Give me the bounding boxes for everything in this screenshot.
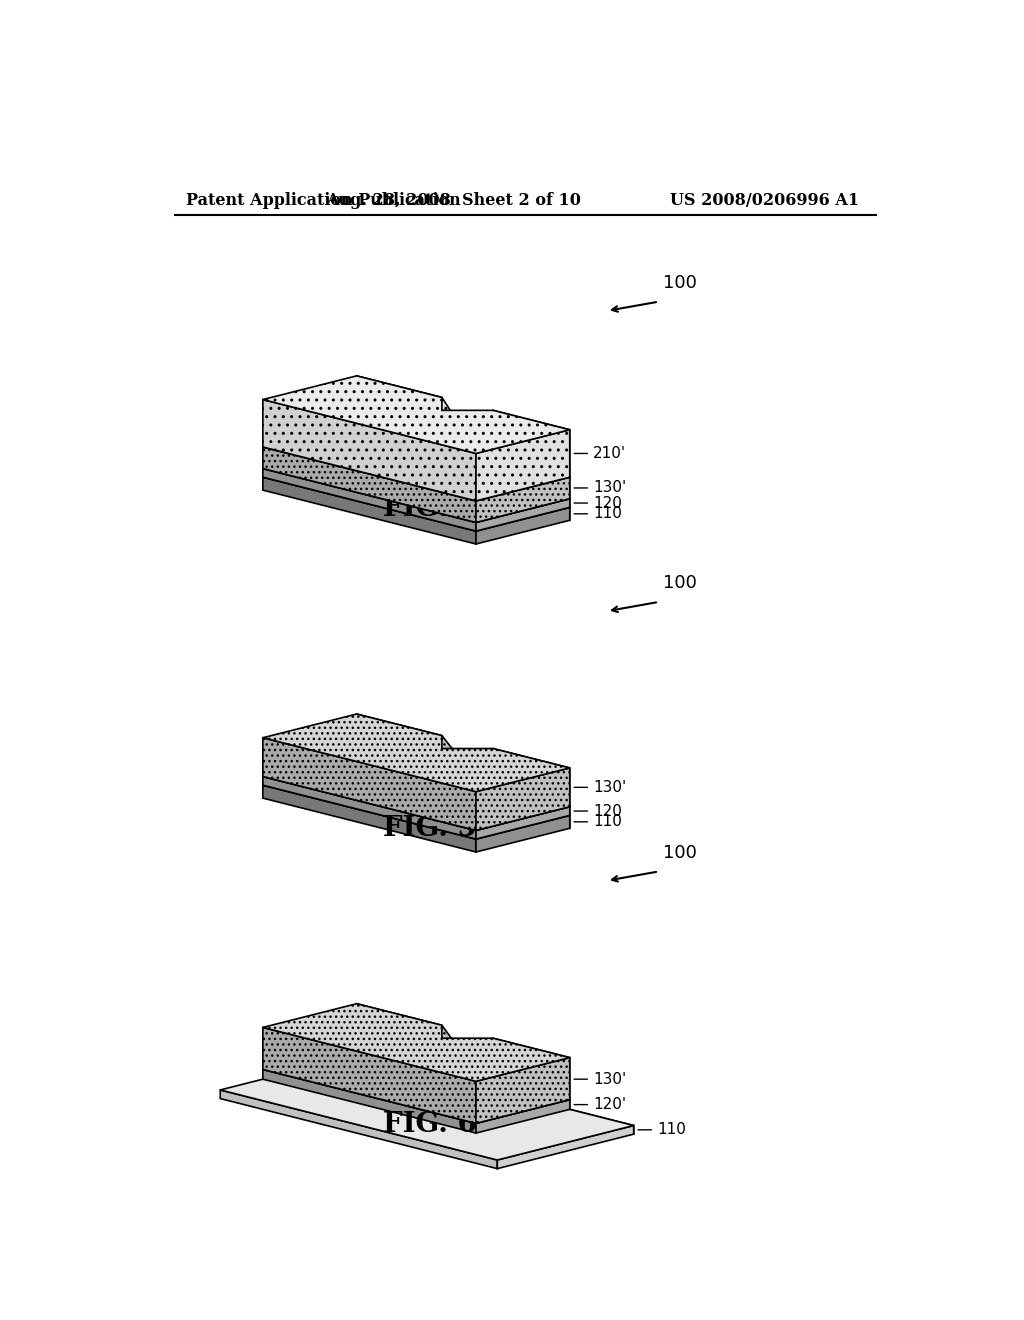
Text: 130': 130'	[574, 480, 627, 495]
Polygon shape	[220, 1056, 634, 1160]
Polygon shape	[476, 1100, 569, 1133]
Polygon shape	[263, 762, 569, 840]
Polygon shape	[263, 785, 476, 851]
Polygon shape	[476, 478, 569, 523]
Text: 100: 100	[663, 843, 696, 862]
Polygon shape	[263, 1027, 476, 1123]
Text: 110: 110	[574, 507, 622, 521]
Polygon shape	[263, 400, 476, 500]
Text: 100: 100	[663, 574, 696, 593]
Text: 110: 110	[638, 1122, 686, 1138]
Text: FIG. 5: FIG. 5	[383, 814, 477, 842]
Text: 130': 130'	[574, 780, 627, 795]
Polygon shape	[263, 1069, 476, 1133]
Polygon shape	[263, 424, 569, 500]
Polygon shape	[476, 430, 569, 500]
Polygon shape	[356, 1045, 569, 1109]
Text: 130': 130'	[574, 1072, 627, 1086]
Text: FIG. 4: FIG. 4	[383, 495, 477, 523]
Text: 110: 110	[574, 814, 622, 829]
Polygon shape	[476, 807, 569, 840]
Polygon shape	[263, 376, 569, 454]
Polygon shape	[356, 762, 569, 829]
Polygon shape	[263, 454, 569, 531]
Polygon shape	[356, 376, 569, 478]
Polygon shape	[263, 776, 476, 840]
Text: Aug. 28, 2008  Sheet 2 of 10: Aug. 28, 2008 Sheet 2 of 10	[326, 193, 581, 210]
Polygon shape	[263, 478, 476, 544]
Text: Patent Application Publication: Patent Application Publication	[186, 193, 461, 210]
Text: US 2008/0206996 A1: US 2008/0206996 A1	[671, 193, 859, 210]
Text: 120': 120'	[574, 1097, 626, 1113]
Polygon shape	[356, 445, 569, 507]
Text: 210': 210'	[574, 446, 626, 461]
Polygon shape	[263, 752, 569, 830]
Polygon shape	[220, 1090, 498, 1168]
Polygon shape	[356, 1056, 634, 1134]
Polygon shape	[498, 1126, 634, 1168]
Polygon shape	[356, 454, 569, 520]
Text: 100: 100	[663, 273, 696, 292]
Polygon shape	[263, 738, 476, 830]
Polygon shape	[356, 1003, 569, 1100]
Polygon shape	[263, 447, 476, 523]
Text: 120: 120	[574, 495, 622, 511]
Polygon shape	[263, 469, 476, 531]
Polygon shape	[356, 714, 569, 807]
Polygon shape	[476, 816, 569, 851]
Text: 120: 120	[574, 804, 622, 818]
Polygon shape	[263, 1003, 569, 1081]
Polygon shape	[356, 752, 569, 816]
Polygon shape	[476, 768, 569, 830]
Polygon shape	[476, 507, 569, 544]
Polygon shape	[356, 424, 569, 499]
Polygon shape	[263, 714, 569, 792]
Polygon shape	[263, 1045, 569, 1123]
Polygon shape	[476, 1057, 569, 1123]
Polygon shape	[263, 445, 569, 523]
Text: FIG. 6: FIG. 6	[383, 1111, 477, 1138]
Polygon shape	[476, 499, 569, 531]
